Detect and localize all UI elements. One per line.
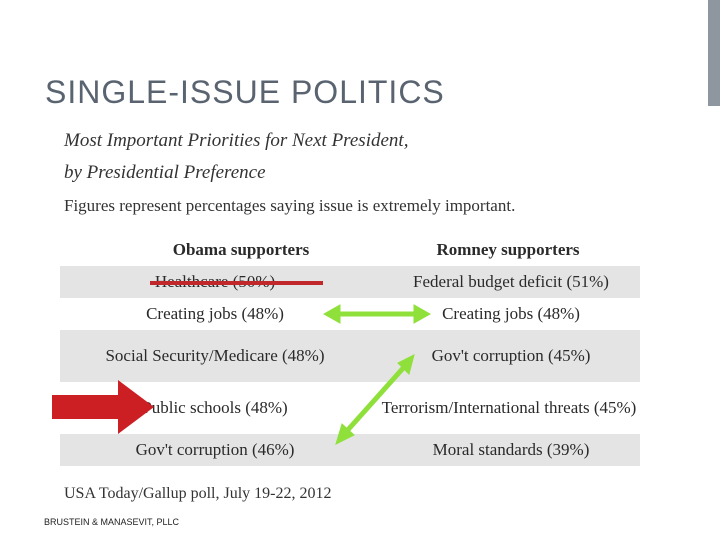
green-double-arrow-icon — [322, 304, 432, 324]
romney-priority: Terrorism/International threats (45%) — [381, 398, 637, 417]
figure-source: USA Today/Gallup poll, July 19-22, 2012 — [64, 485, 332, 502]
footer-credit: BRUSTEIN & MANASEVIT, PLLC — [44, 517, 180, 527]
obama-priority: Creating jobs (48%) — [146, 304, 284, 323]
table-row: Gov't corruption (46%) Moral standards (… — [60, 434, 640, 466]
obama-priority: Public schools (48%) — [142, 398, 288, 417]
romney-priority: Gov't corruption (45%) — [431, 346, 591, 365]
figure-title-line-2: by Presidential Preference — [64, 162, 266, 183]
figure-subtitle: Figures represent percentages saying iss… — [64, 196, 516, 215]
romney-column-header: Romney supporters — [436, 240, 580, 259]
table-row: Creating jobs (48%) Creating jobs (48%) — [60, 298, 640, 330]
figure-title-line-1: Most Important Priorities for Next Presi… — [64, 130, 409, 151]
slide-title: SINGLE-ISSUE POLITICS — [45, 74, 445, 110]
romney-priority: Federal budget deficit (51%) — [413, 272, 609, 291]
romney-priority: Moral standards (39%) — [432, 440, 590, 459]
obama-priority: Social Security/Medicare (48%) — [105, 346, 325, 365]
table-row: Public schools (48%) Terrorism/Internati… — [60, 382, 640, 434]
table-row: Social Security/Medicare (48%) Gov't cor… — [60, 330, 640, 382]
green-diagonal-arrow-icon — [335, 354, 415, 445]
romney-priority: Creating jobs (48%) — [442, 304, 580, 323]
obama-priority: Gov't corruption (46%) — [135, 440, 295, 459]
red-pointer-arrow-icon — [52, 380, 154, 434]
priorities-figure: Most Important Priorities for Next Presi… — [58, 120, 652, 515]
edge-accent-bar — [708, 0, 720, 106]
obama-column-header: Obama supporters — [172, 240, 310, 259]
